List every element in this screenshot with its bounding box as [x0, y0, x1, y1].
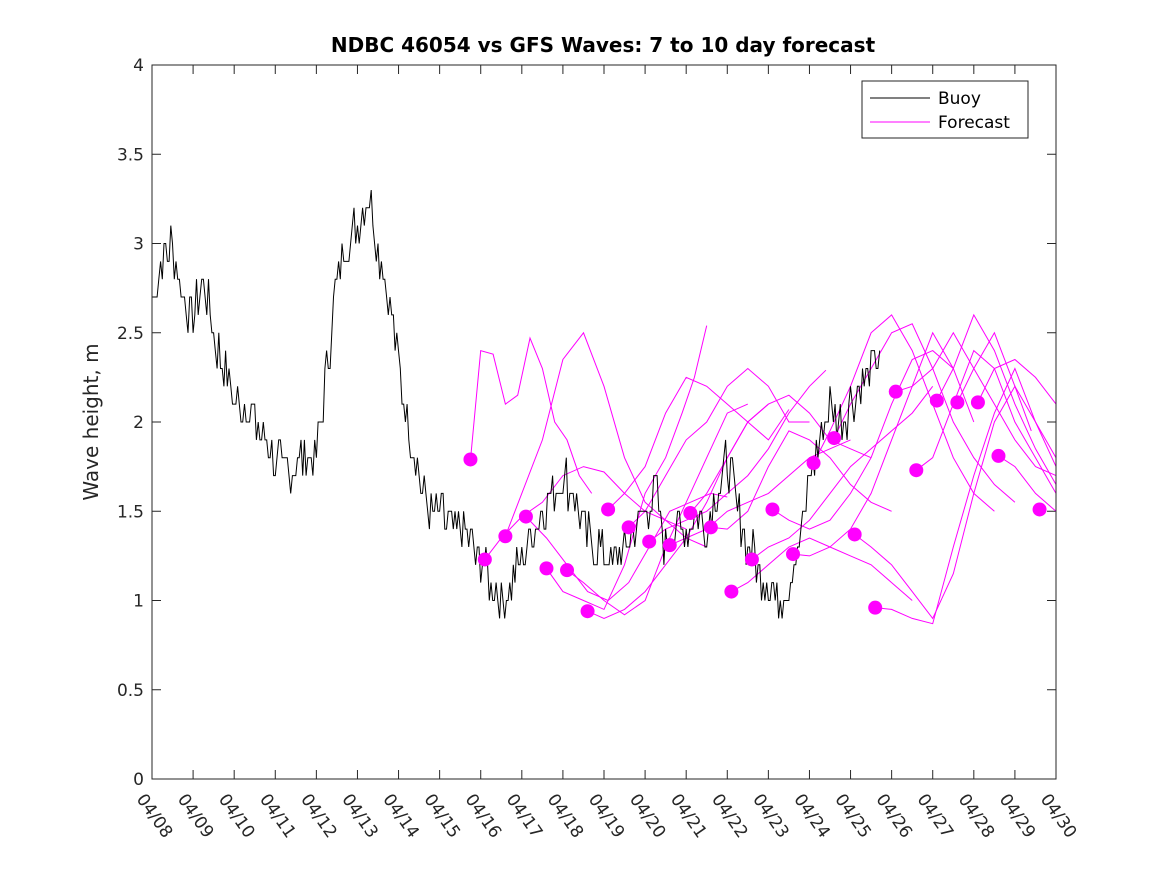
y-tick-label: 1 — [133, 592, 144, 612]
y-axis-label: Wave height, m — [79, 343, 103, 500]
forecast-line — [525, 492, 728, 602]
forecast-start-dot — [601, 502, 616, 517]
legend-box — [861, 80, 1029, 139]
y-tick-label: 2.5 — [117, 324, 144, 344]
legend-forecast-label: Forecast — [938, 113, 1010, 133]
forecast-line — [607, 376, 790, 510]
forecast-start-dot — [724, 584, 739, 599]
forecast-start-dot — [642, 534, 657, 549]
forecast-start-dot — [765, 502, 780, 517]
forecast-start-dot — [703, 520, 718, 535]
forecast-start-dot — [909, 463, 924, 478]
y-tick-label: 2 — [133, 413, 144, 433]
forecast-line — [875, 367, 1057, 625]
forecast-start-dot — [847, 527, 862, 542]
forecast-line — [710, 430, 892, 530]
forecast-start-dot — [1032, 502, 1047, 517]
y-tick-label: 0 — [133, 770, 144, 790]
y-tick-label: 1.5 — [117, 502, 144, 522]
forecast-line — [731, 537, 913, 601]
y-tick-label: 3.5 — [117, 145, 144, 165]
forecast-start-dot — [827, 431, 842, 446]
forecast-line — [915, 349, 1057, 494]
forecast-start-dot — [888, 384, 903, 399]
y-tick-label: 4 — [133, 56, 144, 76]
forecast-line — [470, 336, 593, 494]
forecast-line — [833, 323, 1016, 503]
forecast-start-dot — [950, 395, 965, 410]
forecast-line — [628, 367, 810, 528]
forecast-start-dot — [683, 506, 698, 521]
forecast-line — [484, 466, 687, 560]
forecast-start-dot — [560, 563, 575, 578]
forecast-start-dot — [970, 395, 985, 410]
legend-buoy-label: Buoy — [938, 89, 981, 109]
forecast-start-dot — [539, 561, 554, 576]
forecast-line — [751, 385, 934, 560]
forecast-start-dot — [477, 552, 492, 567]
forecast-start-dot — [868, 600, 883, 615]
forecast-line — [998, 455, 1057, 512]
forecast-start-dot — [518, 509, 533, 524]
y-tick-label: 3 — [133, 235, 144, 255]
forecast-start-dot — [621, 520, 636, 535]
forecast-line — [566, 403, 749, 616]
forecast-line — [977, 358, 1057, 405]
forecast-start-dot — [744, 552, 759, 567]
y-axis-ticks: 0 0.5 1 1.5 2 2.5 3 3.5 4 — [117, 56, 1056, 790]
chart-title: NDBC 46054 vs GFS Waves: 7 to 10 day for… — [331, 33, 876, 57]
forecast-start-dot — [498, 529, 513, 544]
buoy-line — [152, 189, 881, 619]
forecast-start-dot — [929, 393, 944, 408]
plot-area — [152, 65, 1056, 779]
forecast-line — [669, 439, 851, 546]
plot-frame — [151, 64, 1057, 780]
forecast-start-dot — [662, 538, 677, 553]
forecast-line — [854, 385, 1032, 620]
forecast-line — [772, 350, 954, 530]
forecast-start-dot — [463, 452, 478, 467]
y-tick-label: 0.5 — [117, 681, 144, 701]
buoy-series — [152, 189, 881, 619]
forecast-start-dot — [580, 604, 595, 619]
forecast-start-dot — [991, 448, 1006, 463]
forecast-line — [956, 331, 1057, 458]
forecast-start-points — [463, 384, 1047, 619]
legend: Buoy Forecast — [861, 80, 1029, 139]
forecast-start-dot — [786, 547, 801, 562]
forecast-line — [936, 313, 1057, 485]
forecast-line — [689, 394, 872, 514]
forecast-start-dot — [806, 456, 821, 471]
